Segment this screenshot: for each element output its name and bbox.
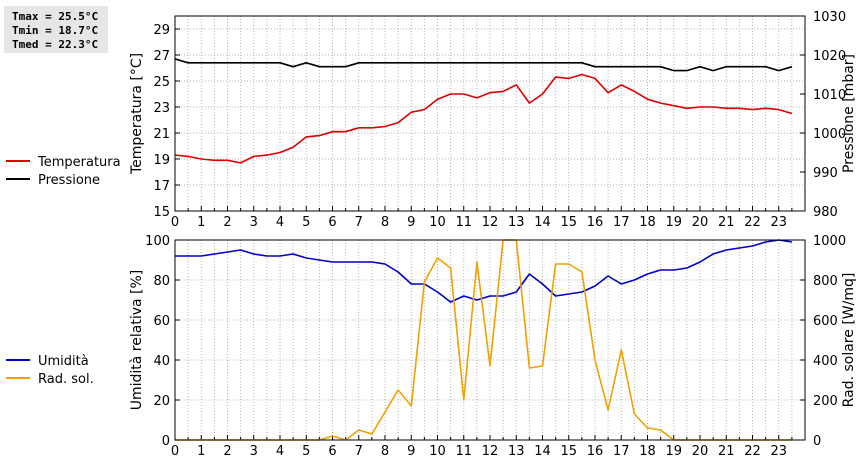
legend-label: Umidità bbox=[38, 354, 89, 369]
y-tick-label: 20 bbox=[153, 394, 170, 409]
y-tick-label: 0 bbox=[162, 434, 170, 449]
x-tick-label: 22 bbox=[744, 215, 761, 230]
x-tick-label: 7 bbox=[355, 444, 363, 459]
x-tick-label: 7 bbox=[355, 215, 363, 230]
y-tick-label: 27 bbox=[153, 49, 170, 64]
legend-label: Pressione bbox=[38, 173, 100, 188]
y-axis-title: Temperatura [°C] bbox=[129, 53, 145, 175]
y2-axis-title: Pressione [mbar] bbox=[841, 54, 857, 173]
y2-tick-label: 400 bbox=[813, 354, 838, 369]
x-tick-label: 1 bbox=[197, 215, 205, 230]
x-tick-label: 9 bbox=[407, 215, 415, 230]
series-line-secondary bbox=[175, 58, 793, 72]
x-tick-label: 12 bbox=[482, 444, 499, 459]
y2-tick-label: 200 bbox=[813, 394, 838, 409]
x-tick-label: 2 bbox=[223, 444, 231, 459]
x-tick-label: 4 bbox=[276, 215, 284, 230]
tmax-text: Tmax = 25.5°C bbox=[12, 10, 99, 23]
y2-tick-label: 800 bbox=[813, 274, 838, 289]
stats-box: Tmax = 25.5°C Tmin = 18.7°C Tmed = 22.3°… bbox=[4, 6, 108, 53]
y2-tick-label: 1000 bbox=[813, 234, 846, 249]
x-tick-label: 17 bbox=[613, 444, 630, 459]
x-tick-label: 10 bbox=[429, 444, 446, 459]
x-tick-label: 16 bbox=[587, 444, 604, 459]
y-axis-title: Umidità relativa [%] bbox=[129, 270, 145, 411]
plot-frame bbox=[174, 15, 806, 212]
x-tick-label: 22 bbox=[744, 444, 761, 459]
x-tick-label: 21 bbox=[718, 215, 735, 230]
y-tick-label: 100 bbox=[145, 234, 170, 249]
x-tick-label: 11 bbox=[455, 444, 472, 459]
y-tick-label: 15 bbox=[153, 205, 170, 220]
x-tick-label: 17 bbox=[613, 215, 630, 230]
tmed-text: Tmed = 22.3°C bbox=[12, 38, 99, 51]
y-tick-label: 23 bbox=[153, 101, 170, 116]
y-tick-label: 60 bbox=[153, 314, 170, 329]
y-tick-label: 29 bbox=[153, 23, 170, 38]
x-tick-label: 14 bbox=[534, 444, 551, 459]
x-tick-label: 18 bbox=[639, 215, 656, 230]
legend-label: Rad. sol. bbox=[38, 372, 94, 387]
y-tick-label: 21 bbox=[153, 127, 170, 142]
y2-tick-label: 1010 bbox=[813, 88, 846, 103]
x-tick-label: 2 bbox=[223, 215, 231, 230]
y2-tick-label: 990 bbox=[813, 166, 838, 181]
x-tick-label: 5 bbox=[302, 215, 310, 230]
x-tick-label: 21 bbox=[718, 444, 735, 459]
legend-label: Temperatura bbox=[37, 155, 121, 170]
y2-tick-label: 0 bbox=[813, 434, 821, 449]
y-tick-label: 19 bbox=[153, 153, 170, 168]
x-tick-label: 12 bbox=[482, 215, 499, 230]
x-tick-label: 19 bbox=[665, 215, 682, 230]
x-tick-label: 15 bbox=[560, 444, 577, 459]
x-tick-label: 11 bbox=[455, 215, 472, 230]
y2-tick-label: 1000 bbox=[813, 127, 846, 142]
y2-axis-title: Rad. solare [W/mq] bbox=[841, 273, 857, 408]
x-tick-label: 18 bbox=[639, 444, 656, 459]
x-tick-label: 6 bbox=[328, 444, 336, 459]
x-tick-label: 10 bbox=[429, 215, 446, 230]
x-tick-label: 5 bbox=[302, 444, 310, 459]
series-line-primary bbox=[175, 239, 793, 303]
x-tick-label: 9 bbox=[407, 444, 415, 459]
x-tick-label: 19 bbox=[665, 444, 682, 459]
y2-tick-label: 980 bbox=[813, 205, 838, 220]
tmin-text: Tmin = 18.7°C bbox=[12, 24, 99, 37]
x-tick-label: 23 bbox=[770, 215, 787, 230]
x-tick-label: 20 bbox=[692, 215, 709, 230]
x-tick-label: 3 bbox=[250, 215, 258, 230]
x-tick-label: 0 bbox=[171, 215, 179, 230]
x-tick-label: 13 bbox=[508, 444, 525, 459]
y-tick-label: 80 bbox=[153, 274, 170, 289]
y2-tick-label: 1030 bbox=[813, 10, 846, 25]
x-tick-label: 1 bbox=[197, 444, 205, 459]
y2-tick-label: 600 bbox=[813, 314, 838, 329]
y2-tick-label: 1020 bbox=[813, 49, 846, 64]
x-tick-label: 3 bbox=[250, 444, 258, 459]
x-tick-label: 6 bbox=[328, 215, 336, 230]
x-tick-label: 16 bbox=[587, 215, 604, 230]
x-tick-label: 8 bbox=[381, 444, 389, 459]
x-tick-label: 15 bbox=[560, 215, 577, 230]
y-tick-label: 40 bbox=[153, 354, 170, 369]
series-line-primary bbox=[175, 73, 793, 164]
plot-frame bbox=[174, 239, 806, 441]
x-tick-label: 4 bbox=[276, 444, 284, 459]
x-tick-label: 13 bbox=[508, 215, 525, 230]
x-tick-label: 8 bbox=[381, 215, 389, 230]
x-tick-label: 23 bbox=[770, 444, 787, 459]
y-tick-label: 25 bbox=[153, 75, 170, 90]
y-tick-label: 17 bbox=[153, 179, 170, 194]
x-tick-label: 0 bbox=[171, 444, 179, 459]
x-tick-label: 20 bbox=[692, 444, 709, 459]
x-tick-label: 14 bbox=[534, 215, 551, 230]
